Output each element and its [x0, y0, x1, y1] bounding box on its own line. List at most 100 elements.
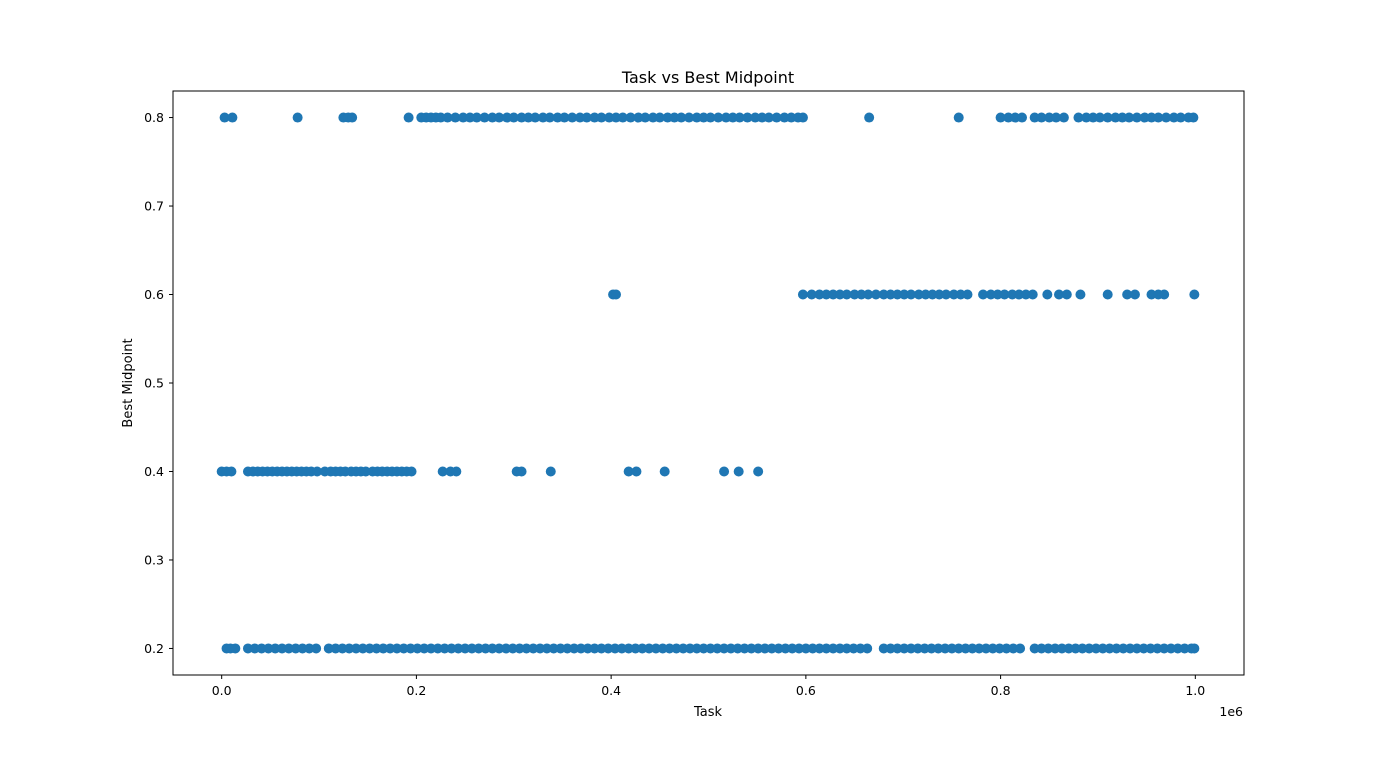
data-point [544, 112, 555, 123]
data-point [734, 112, 745, 123]
data-point [508, 112, 519, 123]
data-point [631, 466, 642, 477]
data-point [719, 466, 730, 477]
data-point [1102, 112, 1113, 123]
data-point [713, 112, 724, 123]
data-point [864, 112, 875, 123]
data-point [862, 643, 873, 654]
data-point [1189, 289, 1200, 300]
x-axis-label: Task [693, 705, 723, 720]
data-point [311, 643, 322, 654]
data-point [581, 112, 592, 123]
data-point [227, 112, 238, 123]
data-point [1102, 289, 1113, 300]
y-tick-label: 0.7 [144, 199, 164, 214]
y-tick-label: 0.6 [144, 287, 164, 302]
x-tick-label: 0.4 [601, 683, 621, 698]
data-point [1017, 112, 1028, 123]
data-point [1051, 112, 1062, 123]
data-point [623, 466, 634, 477]
data-point [219, 112, 230, 123]
data-point [676, 112, 687, 123]
y-axis-label: Best Midpoint [121, 338, 136, 427]
data-point [545, 466, 556, 477]
data-point [1153, 112, 1164, 123]
data-point [640, 112, 651, 123]
data-point [596, 112, 607, 123]
data-point [995, 112, 1006, 123]
data-point [1075, 289, 1086, 300]
data-point [906, 289, 917, 300]
x-tick-label: 0.0 [212, 683, 232, 698]
plot-frame [172, 90, 1245, 676]
data-point [1122, 289, 1133, 300]
y-axis-ticks: 0.2 0.3 0.4 0.5 0.6 0.7 0.8 [144, 110, 173, 656]
y-tick-label: 0.2 [144, 641, 164, 656]
data-point [654, 112, 665, 123]
data-point [962, 289, 973, 300]
data-point [1015, 643, 1026, 654]
y-tick-label: 0.8 [144, 110, 164, 125]
data-point [1058, 112, 1069, 123]
data-point [1175, 112, 1186, 123]
data-point [1036, 112, 1047, 123]
data-point [450, 112, 461, 123]
data-point [479, 112, 490, 123]
data-point [684, 112, 695, 123]
data-point [611, 289, 621, 300]
data-point [1129, 289, 1140, 300]
data-point [230, 643, 241, 654]
data-point [1054, 289, 1065, 300]
data-point [771, 112, 782, 123]
data-point [797, 289, 808, 300]
data-point [530, 112, 541, 123]
data-point [1094, 112, 1105, 123]
data-point [1042, 289, 1053, 300]
data-point [742, 112, 753, 123]
data-point [312, 466, 323, 477]
data-point [1159, 289, 1170, 300]
data-point [1073, 112, 1084, 123]
data-point [659, 466, 670, 477]
data-point [841, 289, 852, 300]
data-point [559, 112, 570, 123]
data-point [292, 112, 303, 123]
data-point [471, 112, 482, 123]
data-point [753, 466, 764, 477]
x-axis-ticks: 0.0 0.2 0.4 0.6 0.8 1.0 [212, 675, 1205, 698]
data-point [437, 466, 448, 477]
chart-title: Task vs Best Midpoint [621, 68, 794, 87]
data-point [403, 112, 414, 123]
x-tick-label: 0.6 [796, 683, 816, 698]
data-point [1161, 112, 1172, 123]
x-tick-label: 1.0 [1185, 683, 1205, 698]
data-point [733, 466, 744, 477]
data-point [1061, 289, 1072, 300]
data-point [1188, 112, 1199, 123]
data-point [1027, 289, 1038, 300]
data-point [1124, 112, 1135, 123]
x-axis-offset-label: 1e6 [1219, 704, 1243, 719]
y-tick-label: 0.4 [144, 464, 164, 479]
data-point [451, 466, 462, 477]
data-point [797, 112, 808, 123]
data-point [978, 289, 989, 300]
data-point [347, 112, 358, 123]
data-point [1189, 643, 1200, 654]
y-tick-label: 0.3 [144, 552, 164, 567]
data-point [516, 466, 527, 477]
x-tick-label: 0.2 [406, 683, 426, 698]
data-point [999, 289, 1010, 300]
data-point [494, 112, 505, 123]
data-points [216, 112, 1200, 654]
data-point [1131, 112, 1142, 123]
data-point [625, 112, 636, 123]
x-tick-label: 0.8 [991, 683, 1011, 698]
data-point [870, 289, 881, 300]
data-point [941, 289, 952, 300]
data-point [226, 466, 237, 477]
data-point [763, 112, 774, 123]
y-tick-label: 0.5 [144, 376, 164, 391]
